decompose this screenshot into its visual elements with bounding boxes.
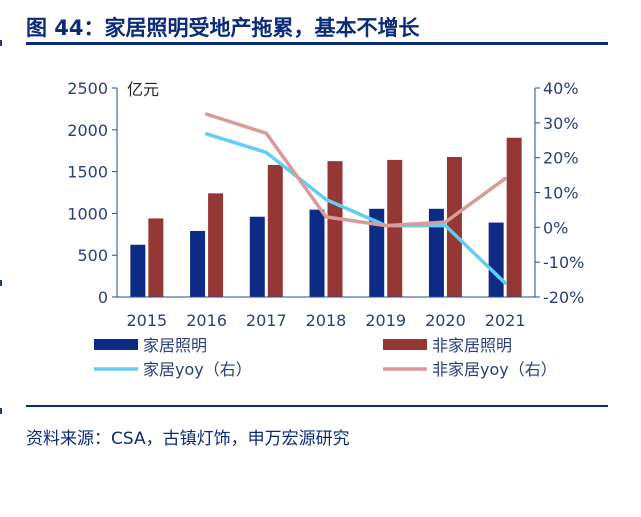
right-tick-label: -10%	[543, 253, 584, 272]
edge-mark	[0, 40, 2, 46]
figure-title: 图 44：家居照明受地产拖累，基本不增长	[26, 16, 420, 40]
bar-nonhome-2015	[148, 218, 164, 297]
x-tick-label: 2016	[186, 311, 227, 330]
left-tick-label: 500	[77, 246, 108, 265]
y-axis-unit-label: 亿元	[127, 80, 159, 99]
bar-home-2019	[369, 208, 385, 297]
bar-home-2020	[428, 208, 444, 297]
right-tick-label: 40%	[543, 79, 579, 98]
right-tick-label: 10%	[543, 184, 579, 203]
axes-layer: 0 500 1000 1500 2000 2500 -20% -10% 0% 10% 20% 30% 4…	[67, 79, 584, 330]
legend-label: 家居yoy（右）	[143, 360, 252, 379]
bars-layer	[130, 137, 522, 297]
x-tick-label: 2015	[126, 311, 167, 330]
bar-nonhome-2016	[208, 193, 224, 297]
lines-layer	[204, 112, 507, 285]
left-tick-label: 2500	[67, 79, 108, 98]
bar-nonhome-2019	[387, 159, 403, 297]
right-tick-label: 0%	[543, 218, 568, 237]
bar-home-2021	[488, 222, 504, 297]
x-tick-label: 2020	[425, 311, 466, 330]
line-home-yoy	[204, 132, 507, 285]
x-tick-label: 2017	[246, 311, 287, 330]
bar-nonhome-2020	[446, 156, 462, 297]
x-tick-label: 2021	[485, 311, 526, 330]
bar-nonhome-2017	[267, 164, 283, 297]
x-tick-label: 2018	[306, 311, 347, 330]
legend-label: 家居照明	[143, 336, 207, 355]
title-rule	[26, 42, 608, 45]
left-tick-label: 1000	[67, 204, 108, 223]
bar-nonhome-2021	[506, 137, 522, 297]
bar-home-2015	[130, 244, 146, 297]
right-tick-label: 20%	[543, 149, 579, 168]
bar-home-2017	[249, 216, 265, 297]
bar-nonhome-2018	[327, 161, 343, 297]
left-tick-label: 1500	[67, 163, 108, 182]
bar-home-2016	[190, 230, 206, 297]
source-rule	[26, 405, 608, 407]
legend-label: 非家居照明	[432, 336, 512, 355]
left-tick-label: 2000	[67, 121, 108, 140]
right-tick-label: 30%	[543, 114, 579, 133]
source-note: 资料来源：CSA，古镇灯饰，申万宏源研究	[26, 429, 350, 449]
bar-home-2018	[309, 209, 325, 297]
edge-mark	[0, 408, 2, 414]
x-tick-label: 2019	[365, 311, 406, 330]
legend-swatch	[383, 339, 427, 350]
right-tick-label: -20%	[543, 288, 584, 307]
legend-swatch	[94, 339, 138, 350]
combo-chart: 0 500 1000 1500 2000 2500 -20% -10% 0% 10% 20% 30% 4…	[67, 79, 584, 379]
left-tick-label: 0	[98, 288, 108, 307]
edge-mark	[0, 280, 2, 286]
line-nonhome-yoy	[204, 112, 507, 228]
legend-label: 非家居yoy（右）	[432, 360, 557, 379]
